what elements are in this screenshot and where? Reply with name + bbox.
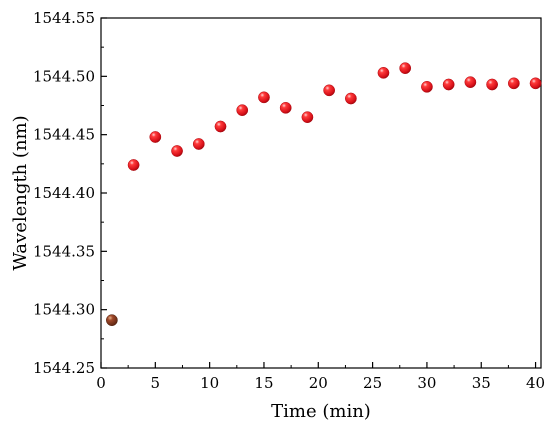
x-tick-label: 30 xyxy=(417,374,436,392)
y-axis-ticks: 1544.25 1544.30 1544.35 1544.40 1544.45 1544.… xyxy=(33,9,107,377)
x-tick-label: 0 xyxy=(96,374,106,392)
plot-frame xyxy=(100,17,542,369)
x-tick-label: 15 xyxy=(254,374,273,392)
data-point xyxy=(486,78,498,91)
x-tick-label: 5 xyxy=(151,374,161,392)
y-tick-label: 1544.55 xyxy=(33,9,95,27)
x-tick-label: 35 xyxy=(472,374,491,392)
x-tick-label: 10 xyxy=(200,374,219,392)
data-point xyxy=(127,159,140,171)
y-axis-title: Wavelength (nm) xyxy=(10,115,31,270)
data-point xyxy=(323,84,335,97)
data-point xyxy=(236,104,249,117)
y-tick-label: 1544.40 xyxy=(33,184,95,202)
data-points xyxy=(106,62,542,327)
data-point xyxy=(464,76,477,89)
data-point xyxy=(279,101,292,114)
x-tick-label: 20 xyxy=(309,374,328,392)
data-point xyxy=(106,314,118,327)
y-tick-label: 1544.30 xyxy=(33,301,95,319)
y-tick-label: 1544.50 xyxy=(33,67,95,85)
x-axis-title: Time (min) xyxy=(271,401,371,422)
y-tick-label: 1544.35 xyxy=(33,242,95,260)
x-tick-label: 25 xyxy=(363,374,382,392)
data-point xyxy=(214,120,227,133)
data-point xyxy=(345,92,357,105)
x-axis-ticks: 0 5 10 15 20 25 30 35 40 xyxy=(96,362,545,392)
data-point xyxy=(421,80,433,93)
data-point xyxy=(399,62,412,75)
data-point xyxy=(192,138,205,150)
data-point xyxy=(507,77,520,90)
data-point xyxy=(149,131,162,143)
data-point xyxy=(258,91,270,104)
data-point xyxy=(442,78,455,91)
y-tick-label: 1544.45 xyxy=(33,126,95,144)
data-point xyxy=(377,66,390,79)
y-tick-label: 1544.25 xyxy=(33,359,95,377)
x-tick-label: 40 xyxy=(526,374,545,392)
data-point xyxy=(301,111,314,124)
data-point xyxy=(529,77,542,90)
data-point xyxy=(171,145,183,157)
